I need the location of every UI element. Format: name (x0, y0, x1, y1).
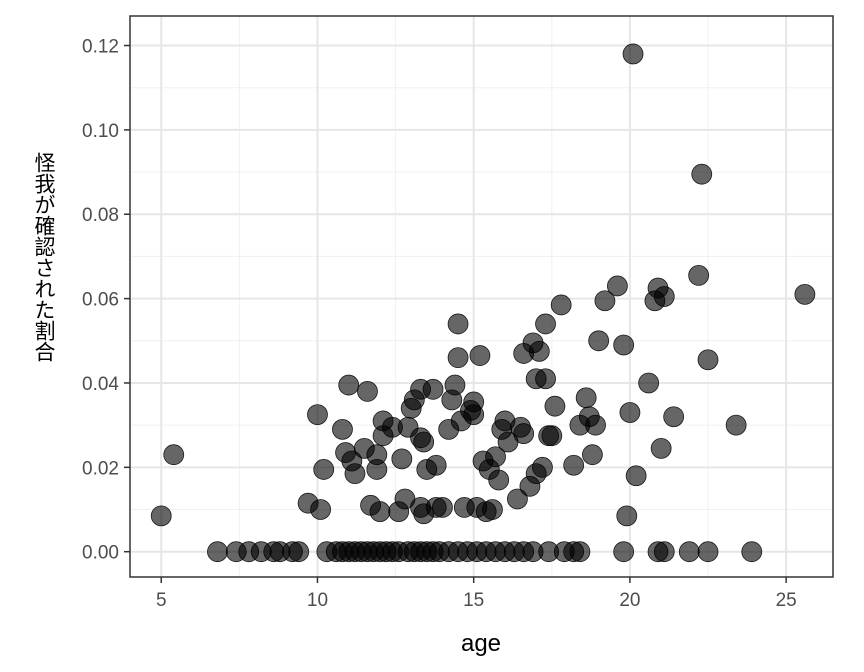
x-axis: 5 10 15 20 25 (156, 577, 797, 611)
data-point (482, 499, 503, 520)
y-tick-label: 0.12 (82, 37, 119, 58)
data-point (688, 265, 710, 286)
data-point (678, 541, 700, 563)
data-point (638, 372, 660, 394)
y-tick-label: 0.10 (82, 121, 119, 142)
data-point (313, 459, 335, 480)
x-tick-label: 10 (307, 590, 328, 611)
data-point (422, 378, 444, 400)
x-axis-title: age (461, 630, 501, 657)
data-point (725, 414, 747, 436)
data-point (485, 446, 506, 468)
x-tick-label: 5 (156, 590, 167, 611)
data-point (528, 340, 550, 362)
data-point (653, 286, 675, 307)
data-point (663, 406, 685, 428)
panel-border (129, 15, 834, 578)
data-point (413, 431, 435, 453)
data-point (447, 313, 469, 335)
data-point (532, 456, 553, 478)
data-point (585, 414, 606, 436)
data-point (650, 437, 672, 459)
data-point (150, 505, 172, 527)
data-point (622, 43, 644, 65)
data-point (541, 425, 563, 447)
y-tick-label: 0.00 (82, 543, 119, 564)
data-point (357, 381, 378, 402)
data-point (513, 423, 535, 444)
data-point (369, 501, 391, 523)
x-tick-label: 20 (619, 590, 640, 611)
data-point (535, 313, 556, 335)
data-point (653, 541, 675, 563)
data-point (432, 497, 453, 518)
data-point (607, 275, 628, 297)
data-point (338, 374, 360, 396)
panel-background (130, 16, 833, 577)
data-point (391, 448, 413, 470)
data-point (163, 444, 185, 466)
data-point (741, 541, 763, 563)
data-point (507, 488, 528, 510)
x-tick-label: 15 (463, 590, 484, 611)
data-point (563, 454, 585, 476)
data-point (332, 418, 353, 440)
y-tick-label: 0.06 (82, 290, 119, 311)
data-point (310, 499, 331, 520)
data-point (697, 349, 719, 371)
data-point (691, 163, 713, 185)
data-point (444, 374, 466, 396)
data-point (288, 541, 310, 563)
data-point (207, 541, 228, 563)
data-point (619, 402, 641, 423)
data-point (544, 395, 566, 417)
data-point (575, 387, 597, 409)
data-point (594, 290, 616, 312)
y-axis: 0.00 0.02 0.04 0.06 0.08 0.10 0.12 (82, 37, 130, 564)
y-tick-label: 0.08 (82, 205, 119, 226)
data-point (535, 368, 556, 390)
data-point (425, 454, 447, 476)
data-point (463, 404, 485, 426)
data-point (794, 283, 816, 305)
data-point (344, 463, 366, 485)
data-point (588, 330, 610, 352)
data-point (469, 345, 491, 366)
data-point (307, 404, 328, 426)
data-point (625, 465, 647, 487)
y-tick-label: 0.02 (82, 458, 119, 479)
data-point (582, 444, 603, 466)
data-point (616, 505, 638, 527)
data-point (550, 294, 572, 316)
data-point (366, 459, 388, 480)
data-point (569, 541, 591, 563)
data-point (613, 334, 635, 356)
x-tick-label: 25 (776, 590, 797, 611)
y-tick-label: 0.04 (82, 374, 119, 395)
y-axis-title: 怪我が確認された割合 (32, 152, 56, 362)
data-point (613, 541, 635, 563)
data-point (697, 541, 719, 563)
data-points (150, 43, 816, 563)
data-point (447, 347, 469, 369)
data-point (488, 469, 510, 491)
